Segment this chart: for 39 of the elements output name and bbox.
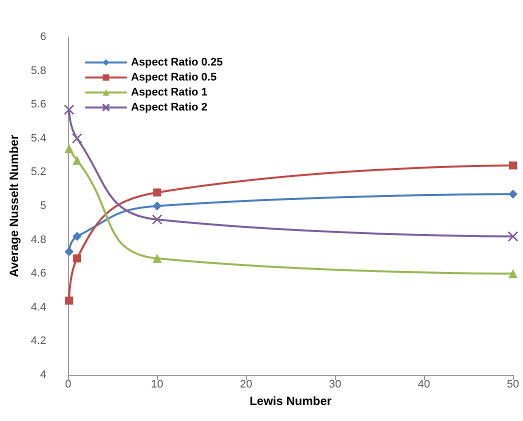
x-tick-label: 50 bbox=[506, 378, 520, 390]
point bbox=[72, 156, 82, 165]
x-tick-label: 30 bbox=[328, 378, 342, 390]
y-tick-label: 4 bbox=[40, 369, 46, 381]
point bbox=[508, 231, 518, 242]
point bbox=[152, 202, 162, 210]
y-tick-label: 5.6 bbox=[30, 98, 46, 111]
y-tick-label: 5.2 bbox=[30, 166, 46, 178]
point bbox=[509, 161, 517, 170]
point bbox=[64, 104, 74, 115]
point bbox=[64, 144, 74, 154]
point bbox=[65, 296, 74, 305]
point bbox=[72, 133, 82, 144]
point bbox=[508, 269, 518, 278]
legend-label: Aspect Ratio 0.5 bbox=[131, 72, 217, 84]
y-tick-label: 6 bbox=[40, 31, 46, 43]
y-tick-label: 5.8 bbox=[30, 64, 46, 77]
legend-label: Aspect Ratio 1 bbox=[131, 86, 208, 98]
y-tick-label: 4.6 bbox=[30, 268, 46, 280]
point bbox=[72, 232, 82, 241]
y-tick-label: 5.4 bbox=[30, 132, 46, 144]
y-tick-label: 4.2 bbox=[30, 335, 46, 348]
y-axis-title: Average Nusselt Number bbox=[7, 134, 21, 278]
x-tick-label: 40 bbox=[418, 378, 430, 390]
point bbox=[64, 247, 74, 256]
y-tick-label: 4.8 bbox=[30, 234, 46, 246]
x-tick-label: 10 bbox=[151, 378, 164, 390]
y-tick-label: 4.4 bbox=[30, 301, 46, 314]
point bbox=[508, 190, 518, 199]
legend-label: Aspect Ratio 0.25 bbox=[131, 56, 223, 68]
point bbox=[153, 188, 162, 196]
x-tick-label: 0 bbox=[65, 378, 72, 390]
point bbox=[152, 254, 162, 263]
x-tick-label: 20 bbox=[240, 378, 252, 390]
point bbox=[152, 214, 162, 225]
y-tick-label: 5 bbox=[40, 200, 46, 212]
point bbox=[73, 254, 82, 262]
x-axis-title: Lewis Number bbox=[250, 394, 332, 408]
legend-label: Aspect Ratio 2 bbox=[131, 102, 208, 114]
